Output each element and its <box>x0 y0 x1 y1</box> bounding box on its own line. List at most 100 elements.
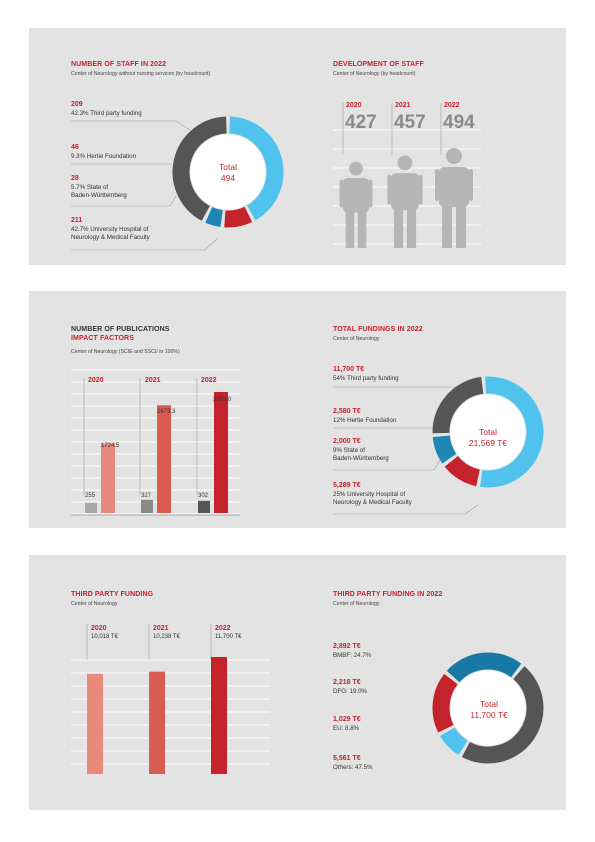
fundings-item-label: 12% Hertie Foundation <box>333 417 397 424</box>
third-party-bar <box>149 671 165 774</box>
fundings-donut-slice <box>432 435 457 464</box>
development-subtitle: Center of Neurology (by headcount) <box>333 71 416 77</box>
person-leg <box>406 208 417 248</box>
development-title: DEVELOPMENT OF STAFF <box>333 61 424 68</box>
leader-line <box>333 504 479 515</box>
person-arm <box>469 169 473 201</box>
person-head <box>397 155 413 171</box>
staff-item-value: 209 <box>71 101 83 108</box>
impact-factor-bar <box>157 405 171 513</box>
publications-bar <box>141 499 153 513</box>
fundings-item-label: Baden-Württemberg <box>333 455 389 462</box>
tp2022-item-label: Others: 47.5% <box>333 764 373 771</box>
publications-bar <box>198 500 210 513</box>
person-figure <box>435 148 473 248</box>
tp2022-donut-slice <box>461 666 544 764</box>
staff-donut-slice <box>172 116 228 221</box>
publications-bar <box>85 502 97 513</box>
person-head <box>446 148 462 164</box>
tp2022-donut-slice <box>432 673 458 733</box>
person-arm <box>418 174 423 205</box>
staff-item-value: 28 <box>71 175 79 182</box>
fundings-total-label: Total <box>479 427 497 437</box>
impact-factor-label: 1724.5 <box>101 443 120 449</box>
publications-count-label: 327 <box>141 493 152 499</box>
person-arm <box>339 179 344 208</box>
impact-factor-bar <box>214 391 228 513</box>
third-party-title: THIRD PARTY FUNDING <box>71 591 154 598</box>
person-arm <box>387 174 392 205</box>
tp2022-item-label: DFG: 19.0% <box>333 688 368 695</box>
tp2022-donut-slice <box>440 726 468 756</box>
fundings-item-label: 25% University Hospital of <box>333 491 406 498</box>
staff-item-label: Baden-Württemberg <box>71 192 127 199</box>
leader-line <box>71 237 219 251</box>
person-leg <box>442 205 452 248</box>
development-year: 2021 <box>395 102 411 109</box>
staff-total-label: Total <box>219 162 237 172</box>
publications-year: 2020 <box>88 377 104 384</box>
impact-factor-bar <box>101 443 115 513</box>
fundings-item-label: 54% Third party funding <box>333 375 399 382</box>
person-leg <box>357 210 367 248</box>
person-leg <box>345 210 355 248</box>
fundings-title: TOTAL FUNDINGS IN 2022 <box>333 326 423 333</box>
staff-total-value: 494 <box>220 173 236 183</box>
third-party-year: 2020 <box>91 625 107 632</box>
development-value: 494 <box>443 112 475 133</box>
fundings-item-label: 9% State of <box>333 447 365 454</box>
person-body <box>439 167 469 207</box>
staff-donut-center <box>190 134 266 210</box>
publications-subtitle: Center of Neurology (SCIE and SSCI/ in 1… <box>71 349 180 355</box>
fundings-item-value: 5,289 T€ <box>333 482 361 489</box>
fundings-item-label: Neurology & Medical Faculty <box>333 499 412 506</box>
leader-line <box>71 120 191 131</box>
tp2022-item-value: 5,561 T€ <box>333 755 361 762</box>
impact-factors-title: IMPACT FACTORS <box>71 335 134 342</box>
third-party-bar <box>87 673 103 774</box>
third-party-2022-subtitle: Center of Neurology <box>333 601 380 607</box>
tp2022-item-label: EU: 8.8% <box>333 725 360 732</box>
development-year: 2020 <box>346 102 362 109</box>
fundings-donut-slice <box>432 376 484 434</box>
leader-line <box>333 459 441 471</box>
third-party-year: 2021 <box>153 625 169 632</box>
person-figure <box>387 155 423 248</box>
person-arm <box>368 179 373 208</box>
third-party-value-label: 11,700 T€ <box>215 634 242 640</box>
impact-factor-label: 2673.3 <box>157 409 176 415</box>
person-arm <box>435 169 439 201</box>
fundings-item-value: 2,580 T€ <box>333 408 361 415</box>
tp2022-total-label: Total <box>480 699 498 709</box>
third-party-year: 2022 <box>215 625 231 632</box>
tp2022-item-value: 1,029 T€ <box>333 716 361 723</box>
staff-item-label: 42.7% University Hospital of <box>71 226 149 233</box>
publications-year: 2022 <box>201 377 217 384</box>
person-leg <box>456 205 466 248</box>
staff-item-value: 46 <box>71 144 79 151</box>
person-body <box>343 177 369 213</box>
fundings-item-value: 2,000 T€ <box>333 438 361 445</box>
staff-item-label: 5.7% State of <box>71 184 109 191</box>
staff-item-label: Neurology & Medical Faculty <box>71 234 150 241</box>
fundings-donut-center <box>450 394 526 470</box>
staff-donut-slice <box>205 206 224 227</box>
fundings-subtitle: Center of Neurology <box>333 336 380 342</box>
tp2022-donut-center <box>450 670 526 746</box>
development-year: 2022 <box>444 102 460 109</box>
tp2022-item-label: BMBF: 24.7% <box>333 652 372 659</box>
tp2022-item-value: 2,218 T€ <box>333 679 361 686</box>
staff-donut-slice <box>228 116 284 221</box>
third-party-value-label: 10,238 T€ <box>153 634 180 640</box>
person-head <box>349 161 363 176</box>
staff-item-label: 9.3% Hertie Foundation <box>71 153 137 160</box>
fundings-total-value: 21,569 T€ <box>468 438 508 448</box>
leader-line <box>71 195 177 207</box>
development-value: 427 <box>345 112 377 133</box>
